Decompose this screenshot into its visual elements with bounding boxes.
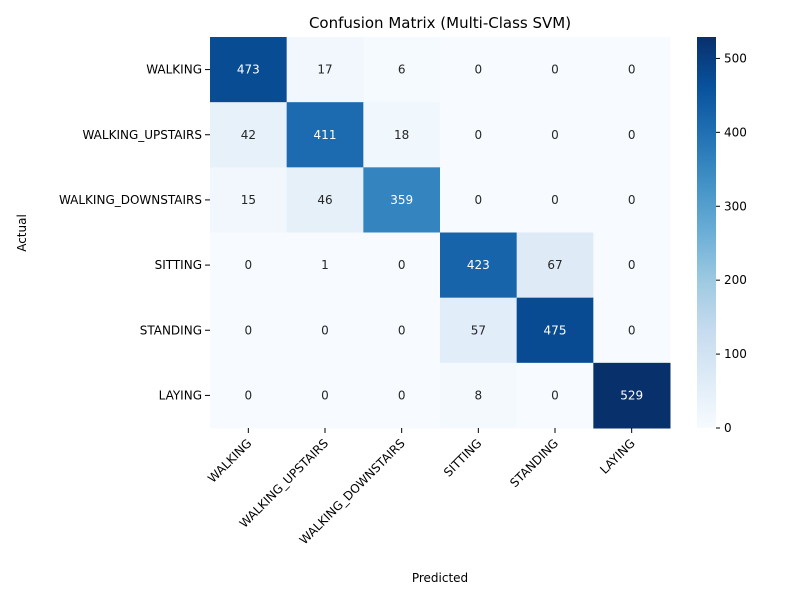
x-axis-label: Predicted <box>412 571 468 585</box>
heatmap-cell <box>363 102 441 168</box>
cell-value-label: 0 <box>475 128 483 142</box>
cell-value-label: 0 <box>475 63 483 77</box>
heatmap-cell <box>210 362 288 429</box>
colorbar-tick-label: 500 <box>724 51 747 65</box>
cell-value-label: 0 <box>628 63 636 77</box>
cell-value-label: 15 <box>241 193 256 207</box>
cell-value-label: 0 <box>551 193 559 207</box>
heatmap-cell <box>363 362 441 429</box>
heatmap-cell <box>363 232 441 299</box>
heatmap-cell <box>210 102 288 168</box>
heatmap-cell <box>516 232 594 299</box>
cell-value-label: 6 <box>398 63 406 77</box>
cell-value-label: 411 <box>314 128 337 142</box>
cell-value-label: 0 <box>245 258 253 272</box>
y-tick-label: WALKING <box>146 63 202 77</box>
cell-value-label: 46 <box>317 193 332 207</box>
colorbar-tick-label: 0 <box>724 421 732 435</box>
cell-value-label: 42 <box>241 128 256 142</box>
heatmap-cell <box>286 297 364 364</box>
heatmap-cell <box>363 167 441 233</box>
colorbar-tick-label: 100 <box>724 347 747 361</box>
heatmap-cell <box>286 232 364 299</box>
heatmap-cell <box>363 37 441 103</box>
heatmap-cell <box>593 167 671 233</box>
cell-value-label: 0 <box>321 388 329 402</box>
heatmap-cell <box>286 37 364 103</box>
y-tick-label: WALKING_DOWNSTAIRS <box>59 193 202 207</box>
colorbar-tick-label: 200 <box>724 273 747 287</box>
y-tick-label: SITTING <box>155 258 202 272</box>
heatmap-cell <box>440 362 518 429</box>
cell-value-label: 0 <box>628 258 636 272</box>
cell-value-label: 0 <box>321 323 329 337</box>
cell-annotations: 473 17 6 0 0 0 42 411 18 0 0 0 15 46 359 0 0 0 0 1 0 423 67 0 0 0… <box>237 63 643 403</box>
y-axis-ticks: WALKING WALKING_UPSTAIRS WALKING_DOWNSTAIR… <box>59 63 210 402</box>
heatmap-cell <box>593 232 671 299</box>
cell-value-label: 1 <box>321 258 329 272</box>
y-tick-label: WALKING_UPSTAIRS <box>82 128 202 142</box>
cell-value-label: 475 <box>544 323 567 337</box>
cell-value-label: 67 <box>547 258 562 272</box>
heatmap-cell <box>210 297 288 364</box>
cell-value-label: 0 <box>475 193 483 207</box>
y-tick-label: STANDING <box>140 323 202 337</box>
heatmap-cell <box>440 102 518 168</box>
cell-value-label: 0 <box>628 128 636 142</box>
colorbar-tick-label: 300 <box>724 199 747 213</box>
heatmap-cell <box>210 232 288 299</box>
cell-value-label: 8 <box>475 388 483 402</box>
colorbar-tick-label: 400 <box>724 125 747 139</box>
heatmap-cell <box>593 297 671 364</box>
cell-value-label: 0 <box>628 323 636 337</box>
heatmap-cell <box>516 362 594 429</box>
cell-value-label: 0 <box>398 388 406 402</box>
heatmap-cell <box>286 362 364 429</box>
heatmap-cell <box>210 167 288 233</box>
heatmap-cell <box>516 37 594 103</box>
cell-value-label: 0 <box>245 388 253 402</box>
cell-value-label: 473 <box>237 63 260 77</box>
cell-value-label: 57 <box>471 323 486 337</box>
colorbar <box>697 37 716 428</box>
heatmap-cell <box>440 297 518 364</box>
cell-value-label: 423 <box>467 258 490 272</box>
heatmap-cell <box>440 232 518 299</box>
heatmap-cell <box>516 102 594 168</box>
heatmap-cell <box>516 297 594 364</box>
heatmap-cell <box>286 102 364 168</box>
cell-value-label: 0 <box>551 63 559 77</box>
colorbar-ticks: 0 100 200 300 400 500 <box>716 51 747 435</box>
y-axis-label: Actual <box>15 214 29 252</box>
cell-value-label: 0 <box>628 193 636 207</box>
cell-value-label: 0 <box>551 388 559 402</box>
x-axis-ticks: WALKINGWALKING_UPSTAIRSWALKING_DOWNSTAIR… <box>205 428 638 547</box>
heatmap-cell <box>593 362 671 429</box>
heatmap-cell <box>516 167 594 233</box>
cell-value-label: 0 <box>245 323 253 337</box>
chart-title: Confusion Matrix (Multi-Class SVM) <box>309 14 571 32</box>
cell-value-label: 0 <box>551 128 559 142</box>
x-tick-label: LAYING <box>597 436 638 477</box>
heatmap-cell <box>286 167 364 233</box>
heatmap-cell <box>363 297 441 364</box>
cell-value-label: 18 <box>394 128 409 142</box>
cell-value-label: 17 <box>317 63 332 77</box>
cell-value-label: 0 <box>398 323 406 337</box>
heatmap-cell <box>440 37 518 103</box>
y-tick-label: LAYING <box>159 388 202 402</box>
cell-value-label: 529 <box>620 388 643 402</box>
heatmap-cell <box>593 102 671 168</box>
heatmap-cell <box>210 37 288 103</box>
heatmap-cell <box>440 167 518 233</box>
x-tick-label: STANDING <box>507 436 561 490</box>
heatmap-cell <box>593 37 671 103</box>
x-tick-label: SITTING <box>441 436 484 479</box>
cell-value-label: 0 <box>398 258 406 272</box>
cell-value-label: 359 <box>390 193 413 207</box>
heatmap-cells <box>210 37 671 429</box>
x-tick-label: WALKING <box>205 436 254 485</box>
